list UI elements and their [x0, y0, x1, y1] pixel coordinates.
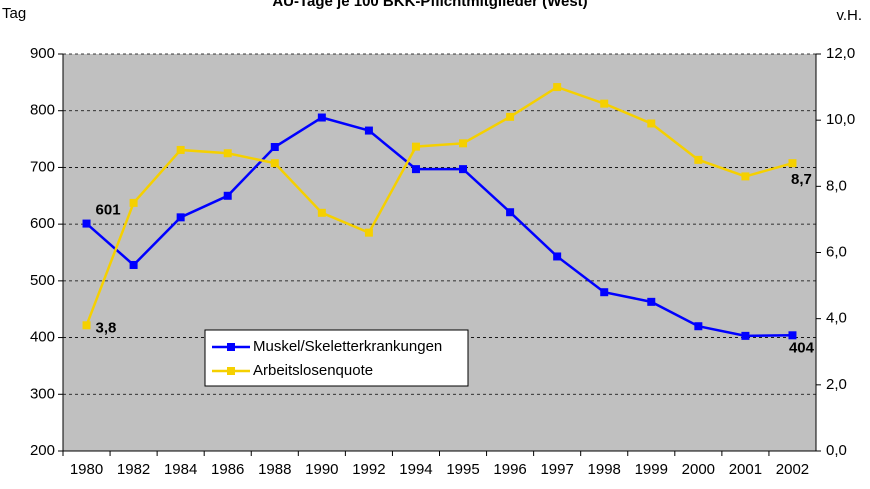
point-marker — [788, 331, 797, 340]
y2-tick-label: 4,0 — [826, 310, 847, 327]
data-label: 8,7 — [791, 171, 812, 188]
point-marker — [364, 228, 373, 237]
point-marker — [82, 219, 91, 228]
point-marker — [506, 208, 515, 217]
point-marker — [506, 112, 515, 121]
y-tick-label: 600 — [30, 215, 55, 232]
x-tick-label: 1997 — [540, 461, 573, 478]
y-tick-label: 200 — [30, 442, 55, 459]
data-label: 404 — [789, 339, 815, 356]
x-tick-label: 1992 — [352, 461, 385, 478]
y2-tick-label: 0,0 — [826, 442, 847, 459]
y2-tick-label: 6,0 — [826, 243, 847, 260]
legend-marker — [227, 367, 235, 375]
point-marker — [741, 172, 750, 181]
data-label: 3,8 — [96, 319, 117, 336]
y-tick-label: 300 — [30, 385, 55, 402]
point-marker — [129, 198, 138, 207]
point-marker — [694, 155, 703, 164]
x-tick-label: 1988 — [258, 461, 291, 478]
x-tick-label: 1984 — [164, 461, 197, 478]
y-tick-label: 700 — [30, 158, 55, 175]
x-tick-label: 1995 — [446, 461, 479, 478]
series-line — [85, 85, 793, 326]
series-line — [85, 116, 793, 338]
point-marker — [223, 191, 232, 200]
point-marker — [741, 331, 750, 340]
point-marker — [788, 159, 797, 168]
x-tick-label: 1999 — [635, 461, 668, 478]
x-tick-label: 1980 — [70, 461, 103, 478]
point-marker — [694, 322, 703, 331]
x-tick-label: 1990 — [305, 461, 338, 478]
y2-tick-label: 12,0 — [826, 45, 855, 62]
x-tick-label: 2002 — [776, 461, 809, 478]
point-marker — [647, 297, 656, 306]
y-tick-label: 900 — [30, 45, 55, 62]
x-tick-label: 1982 — [117, 461, 150, 478]
y2-tick-label: 10,0 — [826, 111, 855, 128]
point-marker — [647, 119, 656, 128]
point-marker — [223, 149, 232, 158]
point-marker — [411, 142, 420, 151]
point-marker — [129, 260, 138, 269]
point-marker — [411, 165, 420, 174]
x-tick-label: 1986 — [211, 461, 244, 478]
point-marker — [176, 213, 185, 222]
chart-title: AU-Tage je 100 BKK-Pflichtmitglieder (We… — [272, 0, 587, 10]
legend-marker — [227, 343, 235, 351]
x-tick-label: 1998 — [588, 461, 621, 478]
x-tick-label: 1996 — [493, 461, 526, 478]
y2-tick-label: 2,0 — [826, 376, 847, 393]
point-marker — [270, 159, 279, 168]
y-axis-label: Tag — [2, 5, 26, 22]
point-marker — [459, 165, 468, 174]
y2-axis-label: v.H. — [836, 7, 862, 24]
point-marker — [270, 143, 279, 152]
point-marker — [600, 99, 609, 108]
y-tick-label: 400 — [30, 329, 55, 346]
legend-label: Muskel/Skeletterkrankungen — [253, 338, 442, 355]
x-tick-label: 2000 — [682, 461, 715, 478]
y2-tick-label: 8,0 — [826, 177, 847, 194]
point-marker — [176, 145, 185, 154]
y-tick-label: 500 — [30, 272, 55, 289]
point-marker — [364, 126, 373, 135]
point-marker — [553, 252, 562, 261]
point-marker — [317, 208, 326, 217]
legend — [204, 329, 469, 387]
point-marker — [600, 288, 609, 297]
plot-area — [63, 54, 816, 451]
data-label: 601 — [96, 202, 121, 219]
x-tick-label: 2001 — [729, 461, 762, 478]
point-marker — [317, 113, 326, 122]
y-tick-label: 800 — [30, 102, 55, 119]
point-marker — [553, 83, 562, 92]
point-marker — [459, 139, 468, 148]
legend-label: Arbeitslosenquote — [253, 362, 373, 379]
x-tick-label: 1994 — [399, 461, 432, 478]
point-marker — [82, 321, 91, 330]
